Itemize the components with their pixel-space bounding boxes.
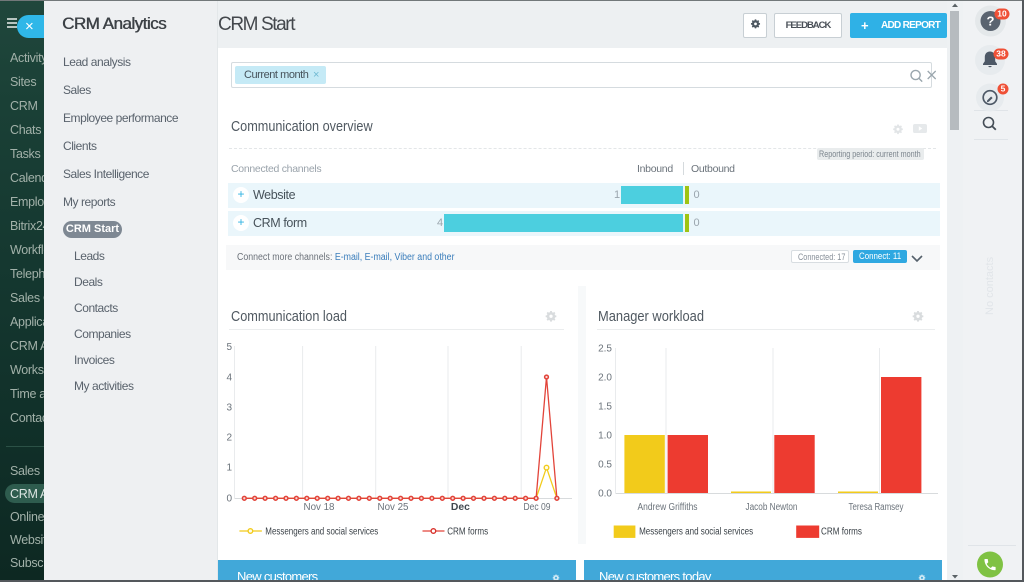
svg-text:10: 10 xyxy=(997,9,1007,19)
svg-text:Messengers and social services: Messengers and social services xyxy=(639,527,753,538)
svg-text:Jacob Newton: Jacob Newton xyxy=(746,502,798,513)
svg-text:0.0: 0.0 xyxy=(598,489,612,500)
svg-text:0.5: 0.5 xyxy=(598,460,612,471)
svg-text:CRM forms: CRM forms xyxy=(447,527,488,538)
svg-text:5: 5 xyxy=(226,342,232,353)
svg-text:2: 2 xyxy=(226,433,232,444)
svg-text:1.0: 1.0 xyxy=(598,431,612,442)
svg-text:Andrew Griffiths: Andrew Griffiths xyxy=(638,502,698,513)
svg-text:2.5: 2.5 xyxy=(598,344,612,355)
svg-text:Dec: Dec xyxy=(451,502,470,513)
svg-text:Nov 18: Nov 18 xyxy=(304,502,335,513)
svg-text:1: 1 xyxy=(226,463,232,474)
svg-text:Communication load: Communication load xyxy=(231,308,347,325)
svg-text:Dec 09: Dec 09 xyxy=(524,502,551,513)
svg-text:5: 5 xyxy=(1001,84,1006,94)
svg-text:1.5: 1.5 xyxy=(598,402,612,413)
svg-text:Manager workload: Manager workload xyxy=(598,308,704,325)
svg-text:CRM forms: CRM forms xyxy=(821,527,862,538)
svg-text:0: 0 xyxy=(226,494,232,505)
svg-text:Nov 25: Nov 25 xyxy=(378,502,409,513)
svg-text:38: 38 xyxy=(996,49,1006,59)
svg-text:4: 4 xyxy=(226,373,232,384)
svg-text:3: 3 xyxy=(226,403,232,414)
svg-text:Teresa Ramsey: Teresa Ramsey xyxy=(849,502,904,513)
svg-text:Messengers and social services: Messengers and social services xyxy=(265,527,378,538)
svg-text:2.0: 2.0 xyxy=(598,373,612,384)
svg-text:?: ? xyxy=(987,14,995,29)
